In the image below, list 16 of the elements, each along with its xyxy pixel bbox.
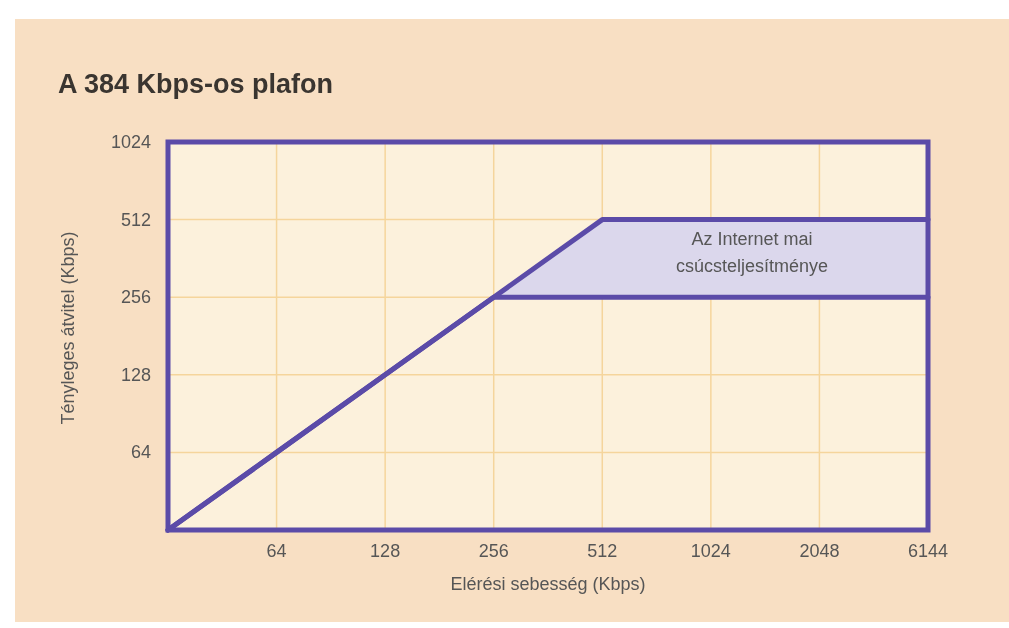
y-axis-title: Tényleges átvitel (Kbps) — [58, 231, 78, 425]
annotation: Az Internet mai csúcsteljesítménye — [675, 228, 829, 276]
x-tick-label: 512 — [587, 541, 618, 561]
x-tick-label: 1024 — [690, 541, 731, 561]
y-tick-label: 1024 — [110, 132, 151, 152]
x-tick-label: 2048 — [799, 541, 840, 561]
y-tick-label: 128 — [120, 364, 151, 385]
x-tick-label: 256 — [478, 541, 509, 561]
y-tick-label: 256 — [120, 287, 151, 308]
x-tick-label: 128 — [370, 541, 401, 561]
x-axis-title: Elérési sebesség (Kbps) — [450, 574, 646, 594]
chart-title: A 384 Kbps-os plafon — [58, 69, 334, 99]
y-tick-label: 64 — [130, 442, 151, 463]
x-tick-label: 6144 — [907, 541, 949, 561]
y-tick-label: 512 — [120, 209, 151, 230]
x-tick-label: 64 — [266, 541, 287, 561]
